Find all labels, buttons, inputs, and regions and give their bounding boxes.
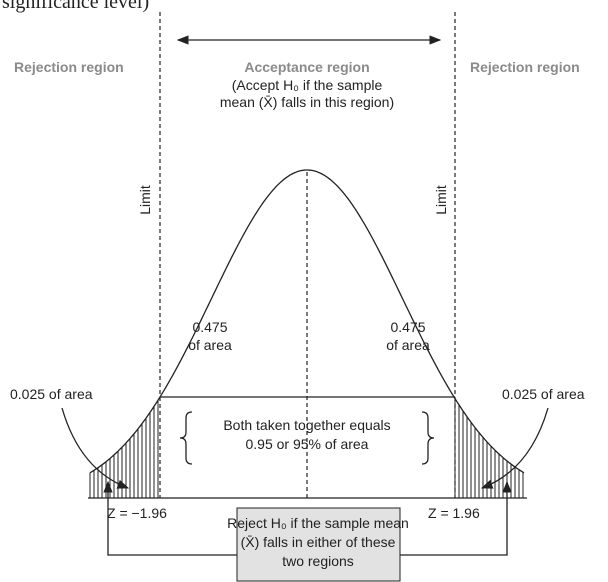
brace — [421, 411, 435, 465]
area-label: of area — [188, 337, 232, 353]
curve — [89, 169, 525, 474]
right-rejection-label: Rejection region — [470, 59, 580, 75]
normal-curve — [89, 169, 525, 498]
page-title: significance level) — [2, 0, 149, 13]
reject-text: (X̄) falls in either of these — [241, 534, 396, 550]
z-label: Z = −1.96 — [107, 505, 167, 521]
limit-label: Limit — [137, 185, 153, 215]
area-label: 0.475 — [390, 319, 425, 335]
acceptance-note: mean (X̄) falls in this region) — [220, 94, 394, 110]
together-label: 0.95 or 95% of area — [246, 436, 369, 452]
limit-label: Limit — [433, 185, 449, 215]
tail-label: 0.025 of area — [502, 386, 585, 402]
area-label: of area — [386, 337, 430, 353]
tail-label: 0.025 of area — [10, 386, 93, 402]
together-label: Both taken together equals — [223, 417, 390, 433]
left-rejection-label: Rejection region — [14, 59, 124, 75]
z-label: Z = 1.96 — [428, 505, 480, 521]
tail-arrow — [480, 407, 549, 489]
acceptance-label: Acceptance region — [244, 59, 369, 75]
reject-arrow — [103, 480, 237, 556]
reject-arrow — [400, 480, 512, 556]
reject-box — [236, 507, 401, 582]
reject-text: two regions — [282, 553, 354, 569]
reject-text: Reject H₀ if the sample mean — [227, 515, 409, 531]
area-label: 0.475 — [192, 319, 227, 335]
brace — [179, 411, 193, 465]
tail-arrow — [61, 407, 130, 489]
acceptance-note: (Accept H₀ if the sample — [232, 77, 383, 93]
